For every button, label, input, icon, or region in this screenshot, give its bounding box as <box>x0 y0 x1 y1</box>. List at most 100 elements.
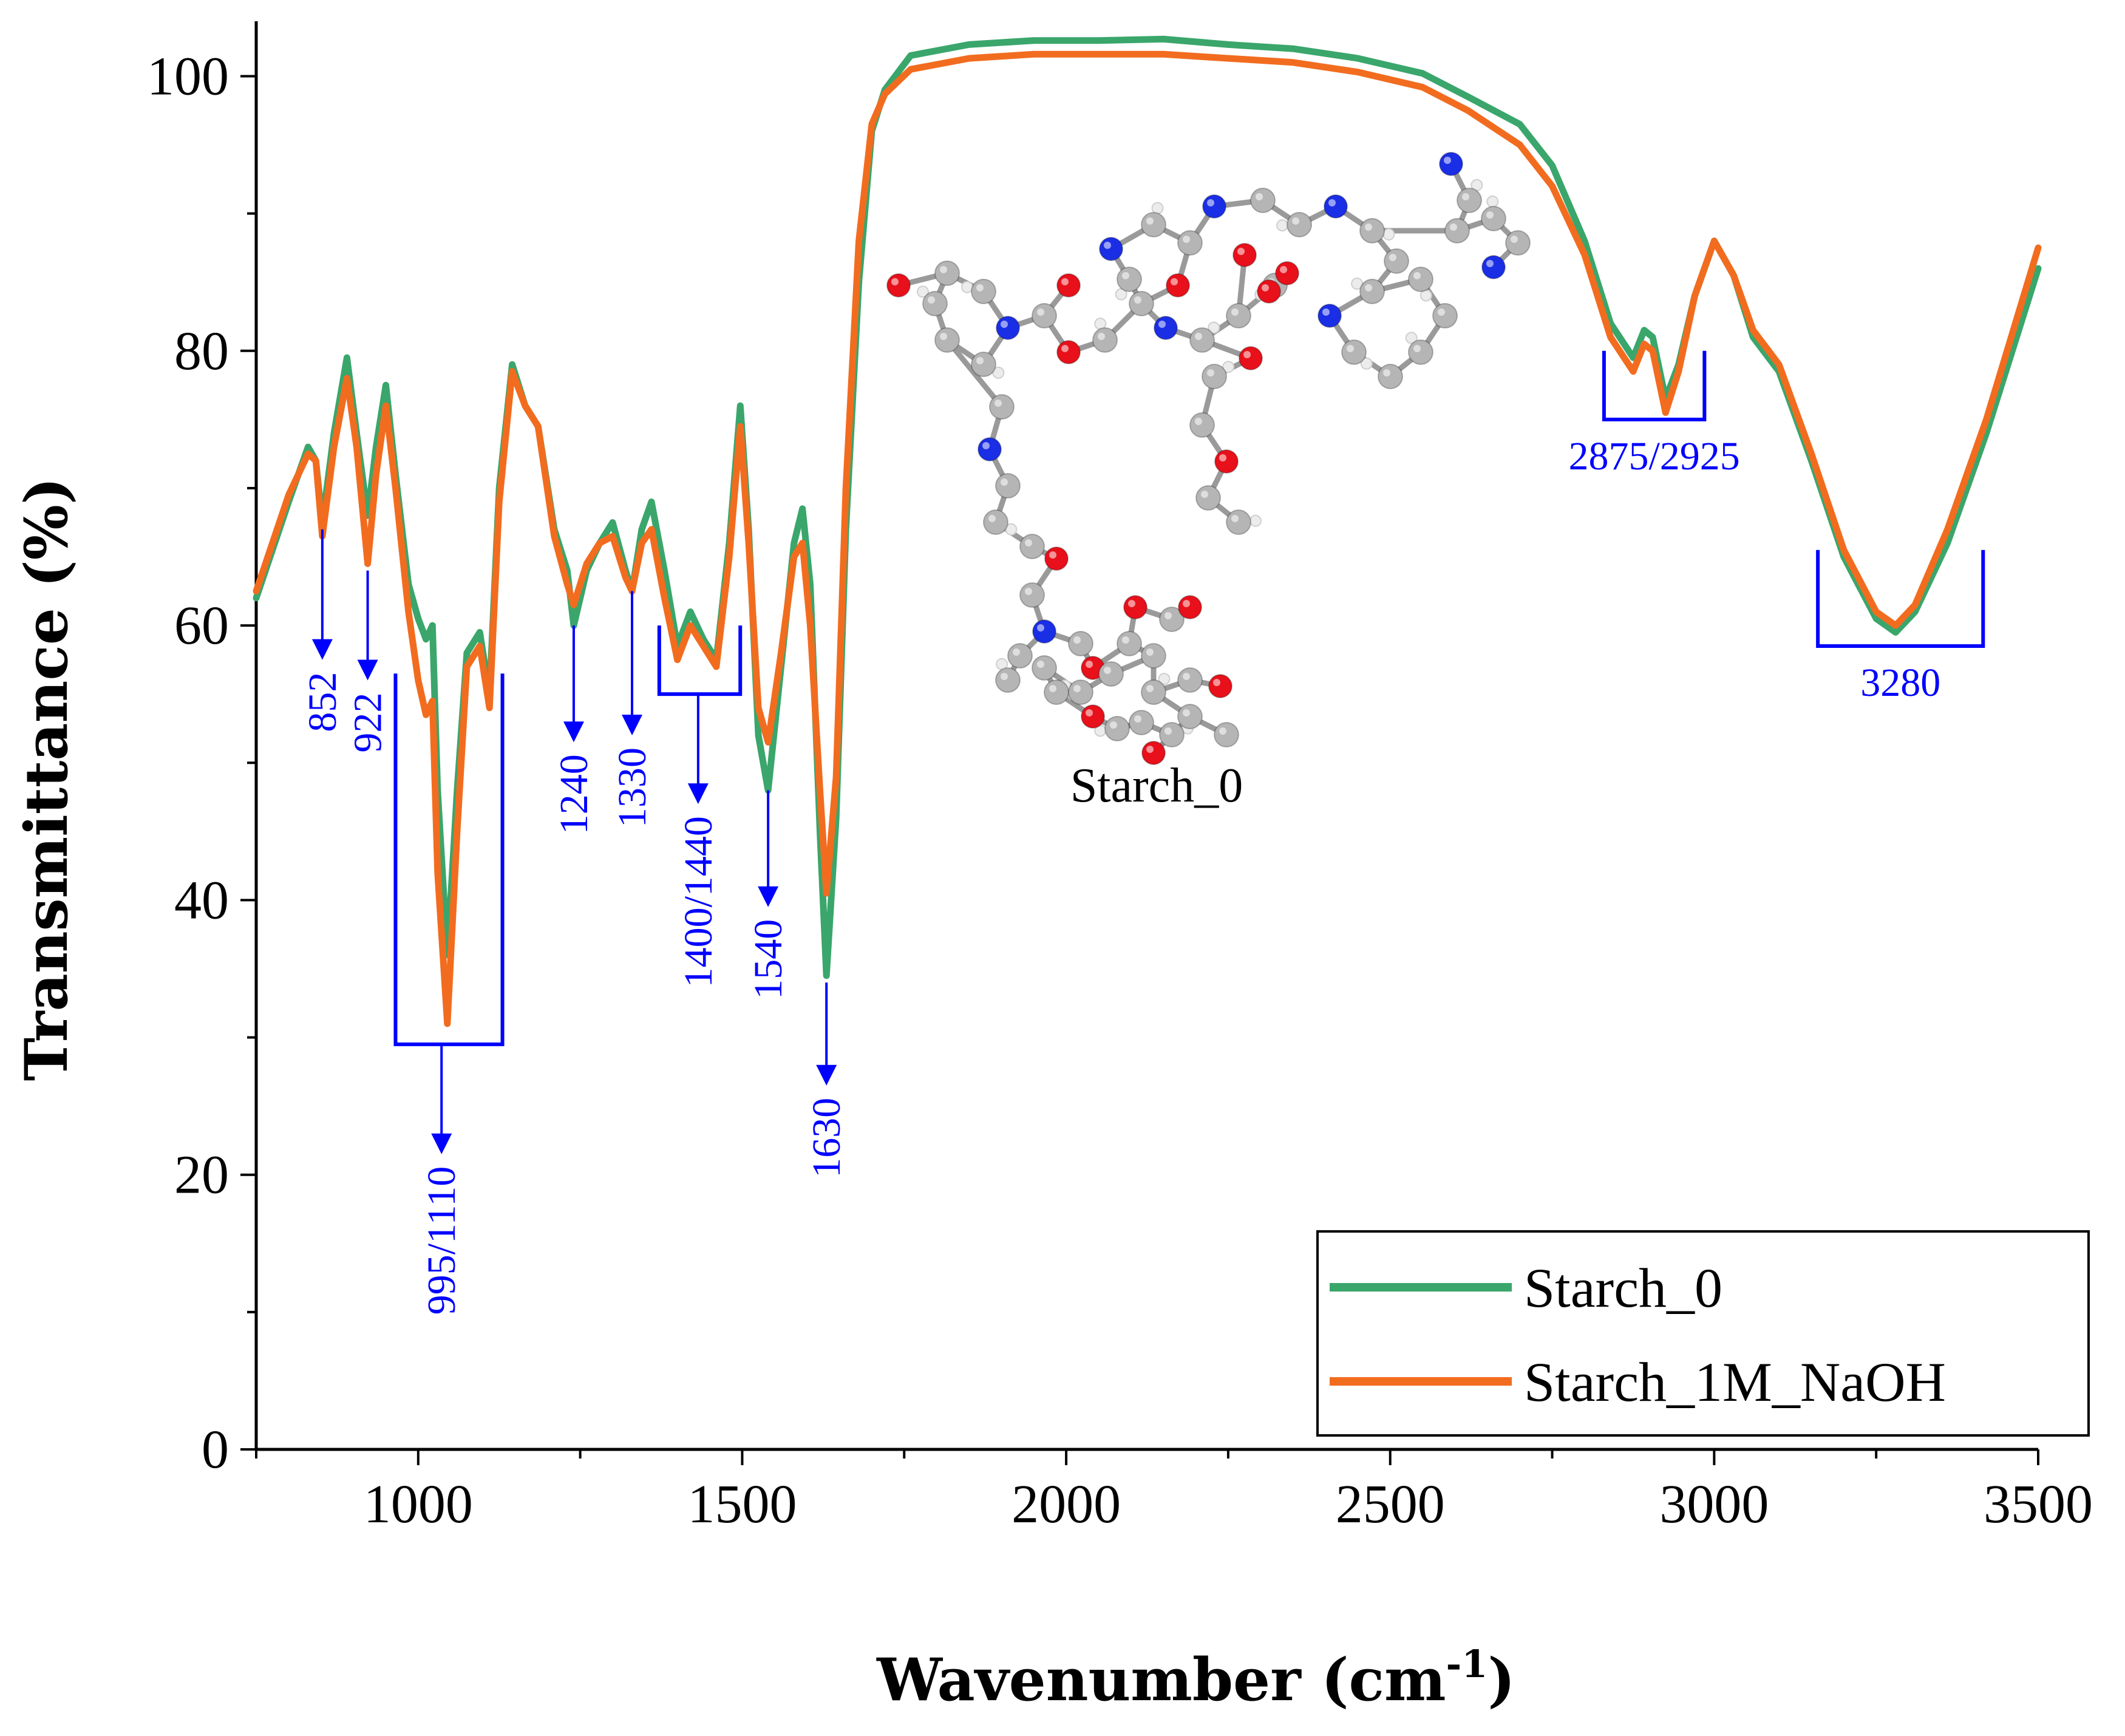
molecule-carbon <box>1481 206 1506 231</box>
molecule-highlight <box>1413 272 1421 279</box>
molecule-highlight <box>1104 242 1111 249</box>
y-tick-label: 60 <box>174 596 229 656</box>
molecule-highlight <box>1486 211 1494 219</box>
molecule-highlight <box>1183 600 1190 607</box>
molecule-carbon <box>995 473 1021 499</box>
molecule-carbon <box>971 352 996 377</box>
axes: 1000 1500 2000 2500 3000 3500 0 20 40 60 80 100 <box>147 21 2093 1534</box>
molecule-oxygen <box>1239 346 1263 370</box>
annotation-1630-head <box>816 1064 837 1086</box>
molecule-carbon <box>1092 327 1118 353</box>
molecule-highlight <box>1256 193 1263 200</box>
molecule-oxygen <box>1056 340 1081 364</box>
annotation-852-head <box>311 639 333 660</box>
molecule-hydrogen <box>1360 357 1373 370</box>
molecule-carbon <box>1457 188 1482 213</box>
y-tick-label: 40 <box>174 870 229 930</box>
molecule-highlight <box>1146 685 1154 692</box>
molecule-carbon <box>1214 722 1239 747</box>
molecule-nitrogen <box>1154 316 1178 340</box>
molecule-highlight <box>1098 333 1105 340</box>
molecule-highlight <box>1231 308 1239 316</box>
molecule-carbon <box>1117 631 1142 656</box>
molecule-carbon <box>1359 218 1385 243</box>
molecule-carbon <box>1141 679 1166 705</box>
annotation-1330-label: 1330 <box>610 747 654 828</box>
molecule-oxygen <box>1257 279 1281 304</box>
molecule-carbon <box>1384 248 1409 274</box>
molecule-highlight <box>1073 636 1081 644</box>
molecule-highlight <box>1134 715 1141 723</box>
molecule-carbon <box>1341 339 1367 365</box>
molecule-highlight <box>1444 157 1451 164</box>
molecule-highlight <box>1037 661 1044 668</box>
molecule-highlight <box>1347 345 1354 352</box>
molecule-hydrogen <box>1208 321 1220 334</box>
molecule-highlight <box>1061 345 1069 352</box>
molecule-highlight <box>1061 278 1069 285</box>
molecule-oxygen <box>1056 273 1081 298</box>
molecule-hydrogen <box>1405 332 1418 344</box>
molecule-carbon <box>934 260 960 286</box>
molecule-nitrogen <box>1318 304 1342 328</box>
starch-molecule-image <box>886 152 1531 765</box>
molecule-carbon <box>1250 188 1276 213</box>
legend-box <box>1316 1230 2090 1437</box>
x-tick-label: 3500 <box>1984 1474 2093 1534</box>
annotation-1240-label: 1240 <box>552 754 596 834</box>
molecule-hydrogen <box>1276 219 1289 232</box>
molecule-carbon <box>1159 722 1185 747</box>
molecule-highlight <box>1219 454 1226 461</box>
molecule-carbon <box>1044 679 1069 705</box>
molecule-highlight <box>1413 345 1421 352</box>
molecule-carbon <box>1141 643 1166 669</box>
molecule-highlight <box>1322 308 1330 316</box>
molecule-highlight <box>1110 721 1117 729</box>
molecule-highlight <box>1158 321 1166 328</box>
molecule-carbon <box>1202 364 1227 389</box>
molecule-nitrogen <box>1099 237 1123 261</box>
molecule-oxygen <box>1044 546 1069 571</box>
molecule-oxygen <box>1232 243 1257 267</box>
molecule-highlight <box>1486 260 1494 267</box>
molecule-highlight <box>1001 478 1008 486</box>
molecule-carbon <box>934 327 960 353</box>
molecule-carbon <box>995 667 1021 693</box>
molecule-highlight <box>1001 321 1008 328</box>
molecule-highlight <box>1164 727 1172 735</box>
molecule-oxygen <box>1178 595 1202 619</box>
molecule-oxygen <box>1214 449 1239 474</box>
molecule-highlight <box>1037 308 1044 316</box>
annotation-1400_1440-label: 1400/1440 <box>676 816 721 987</box>
annotation-3280-label: 3280 <box>1860 661 1940 705</box>
molecule-hydrogen <box>1222 361 1235 373</box>
molecule-carbon <box>1019 582 1045 608</box>
x-axis-title-main: Wavenumber (cm <box>876 1646 1446 1714</box>
molecule-carbon <box>1226 303 1251 328</box>
molecule-highlight <box>1292 217 1299 225</box>
series-layer <box>253 35 2042 1027</box>
x-tick-label: 2000 <box>1011 1474 1121 1534</box>
annotation-852-label: 852 <box>301 672 345 732</box>
molecule-highlight <box>1219 727 1226 735</box>
molecule-highlight <box>1231 515 1239 522</box>
annotation-922-label: 922 <box>346 693 390 753</box>
molecule-highlight <box>1183 709 1190 717</box>
molecule-highlight <box>1243 351 1251 358</box>
molecule-carbon <box>922 291 948 316</box>
x-tick-label: 2500 <box>1336 1474 1445 1534</box>
molecule-highlight <box>1389 254 1396 261</box>
molecule-nitrogen <box>996 316 1020 340</box>
molecule-carbon <box>1177 667 1203 693</box>
molecule-highlight <box>988 515 996 522</box>
molecule-carbon <box>1359 279 1385 304</box>
molecule-oxygen <box>1081 704 1105 729</box>
molecule-highlight <box>1073 685 1081 692</box>
annotation-1540-label: 1540 <box>746 919 790 999</box>
molecule-carbon <box>971 279 996 304</box>
annotation-1630-label: 1630 <box>804 1098 849 1178</box>
annotation-1240-head <box>563 721 584 743</box>
molecule-highlight <box>982 442 990 449</box>
molecule-highlight <box>1049 551 1056 559</box>
y-tick-label: 80 <box>174 321 229 381</box>
